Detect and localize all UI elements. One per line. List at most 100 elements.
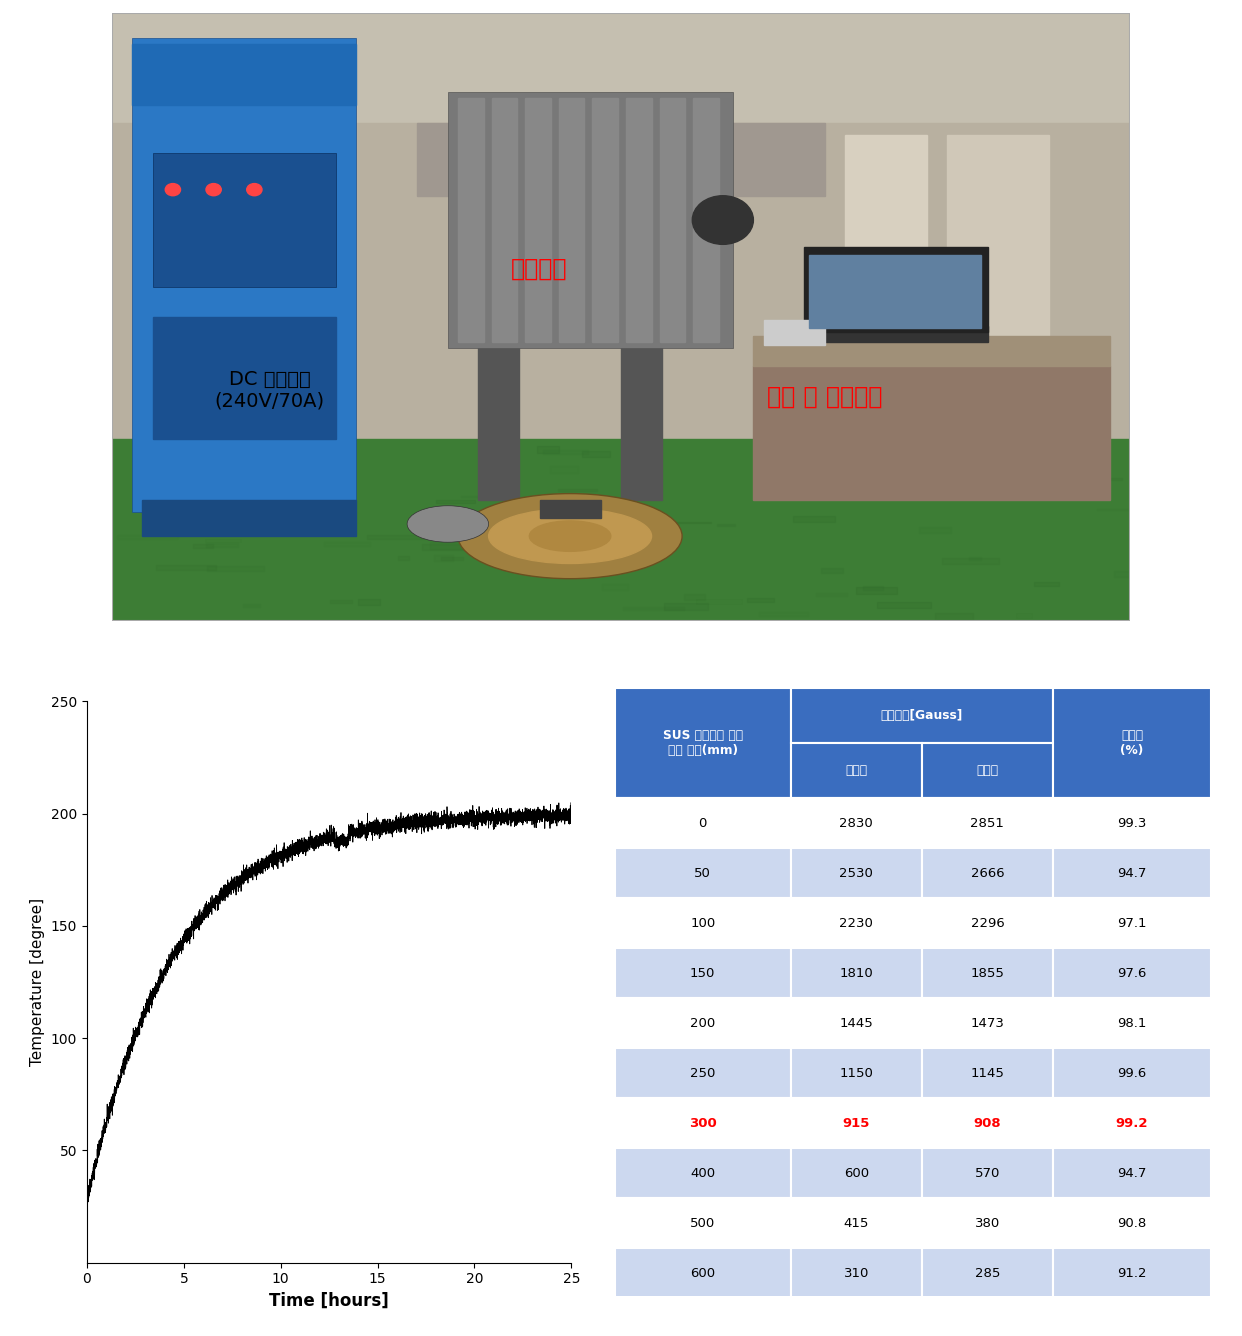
Text: 90.8: 90.8 xyxy=(1118,1217,1146,1230)
Text: 99.3: 99.3 xyxy=(1118,816,1146,830)
Bar xyxy=(805,247,987,333)
Bar xyxy=(421,544,467,550)
Bar xyxy=(791,1198,922,1248)
Bar xyxy=(805,326,987,342)
Bar xyxy=(877,601,932,608)
Bar xyxy=(922,743,1053,798)
Bar xyxy=(358,599,380,605)
Text: 99.2: 99.2 xyxy=(1115,1117,1148,1130)
Bar xyxy=(1053,848,1211,898)
Bar xyxy=(366,534,427,538)
Bar xyxy=(922,798,1053,848)
Bar xyxy=(242,604,260,608)
Bar xyxy=(754,335,1110,366)
Text: 1150: 1150 xyxy=(840,1066,873,1079)
Bar xyxy=(478,287,519,500)
Text: DC 정전압원
(240V/70A): DC 정전압원 (240V/70A) xyxy=(215,370,324,410)
Bar xyxy=(615,1198,791,1248)
Bar xyxy=(492,99,517,342)
Bar xyxy=(196,489,219,492)
Bar xyxy=(810,255,980,329)
Text: 285: 285 xyxy=(975,1267,1000,1280)
Bar xyxy=(754,366,1110,500)
Bar xyxy=(626,99,652,342)
Bar xyxy=(791,1248,922,1299)
Bar xyxy=(615,798,791,848)
Bar xyxy=(791,798,922,848)
Text: 2230: 2230 xyxy=(840,916,873,930)
Bar xyxy=(399,556,409,560)
Text: 94.7: 94.7 xyxy=(1118,867,1146,879)
Bar xyxy=(417,123,825,195)
Bar xyxy=(143,500,356,536)
Bar xyxy=(582,452,610,457)
Bar xyxy=(621,287,662,500)
Bar xyxy=(601,584,628,591)
Bar xyxy=(941,558,999,564)
Text: 1855: 1855 xyxy=(970,967,1005,979)
Ellipse shape xyxy=(165,183,180,195)
Bar xyxy=(112,438,1130,621)
Text: 150: 150 xyxy=(691,967,715,979)
Bar xyxy=(112,13,1130,123)
Bar xyxy=(879,489,892,494)
Text: 600: 600 xyxy=(843,1166,869,1180)
Bar xyxy=(615,688,791,798)
Bar xyxy=(969,557,981,560)
Text: 자속밀도[Gauss]: 자속밀도[Gauss] xyxy=(881,709,963,721)
Bar xyxy=(922,949,1053,998)
Bar xyxy=(791,1149,922,1198)
Text: 570: 570 xyxy=(975,1166,1000,1180)
Bar xyxy=(235,476,276,481)
Bar xyxy=(717,524,735,526)
Bar xyxy=(693,99,719,342)
Bar xyxy=(946,135,1048,378)
Text: 1473: 1473 xyxy=(970,1017,1005,1030)
Bar xyxy=(922,1049,1053,1098)
Bar xyxy=(615,1248,791,1299)
Bar xyxy=(816,593,847,596)
Text: 2830: 2830 xyxy=(840,816,873,830)
Bar xyxy=(461,496,494,497)
Bar xyxy=(1114,572,1153,577)
Bar xyxy=(615,998,791,1049)
Text: 정확도
(%): 정확도 (%) xyxy=(1120,729,1144,758)
Text: 50: 50 xyxy=(694,867,712,879)
Text: 2666: 2666 xyxy=(970,867,1005,879)
Bar xyxy=(1069,477,1123,480)
Bar xyxy=(193,544,214,548)
Bar xyxy=(132,44,356,104)
Bar xyxy=(1053,1198,1211,1248)
Bar xyxy=(615,1049,791,1098)
Bar xyxy=(277,514,302,520)
Text: 0: 0 xyxy=(698,816,707,830)
Bar xyxy=(919,526,950,533)
Text: 2851: 2851 xyxy=(970,816,1005,830)
Bar xyxy=(748,597,774,601)
Bar xyxy=(635,506,650,508)
Text: 98.1: 98.1 xyxy=(1118,1017,1146,1030)
Text: 300: 300 xyxy=(689,1117,717,1130)
Ellipse shape xyxy=(206,183,221,195)
Bar xyxy=(922,1248,1053,1299)
Text: 99.6: 99.6 xyxy=(1118,1066,1146,1079)
Bar xyxy=(1016,613,1032,619)
Bar xyxy=(1053,688,1211,798)
Bar xyxy=(559,99,584,342)
Ellipse shape xyxy=(692,195,754,244)
Bar xyxy=(281,485,306,489)
Bar xyxy=(1033,581,1059,587)
Y-axis label: Temperature [degree]: Temperature [degree] xyxy=(30,898,45,1066)
Bar xyxy=(856,588,897,593)
Bar xyxy=(155,565,216,570)
Text: 94.7: 94.7 xyxy=(1118,1166,1146,1180)
Bar xyxy=(759,612,807,616)
Text: 600: 600 xyxy=(691,1267,715,1280)
Bar xyxy=(458,99,483,342)
Ellipse shape xyxy=(247,183,262,195)
Text: 100: 100 xyxy=(691,916,715,930)
Bar xyxy=(922,848,1053,898)
Bar xyxy=(592,99,619,342)
Bar xyxy=(322,494,351,500)
Bar xyxy=(549,466,578,473)
